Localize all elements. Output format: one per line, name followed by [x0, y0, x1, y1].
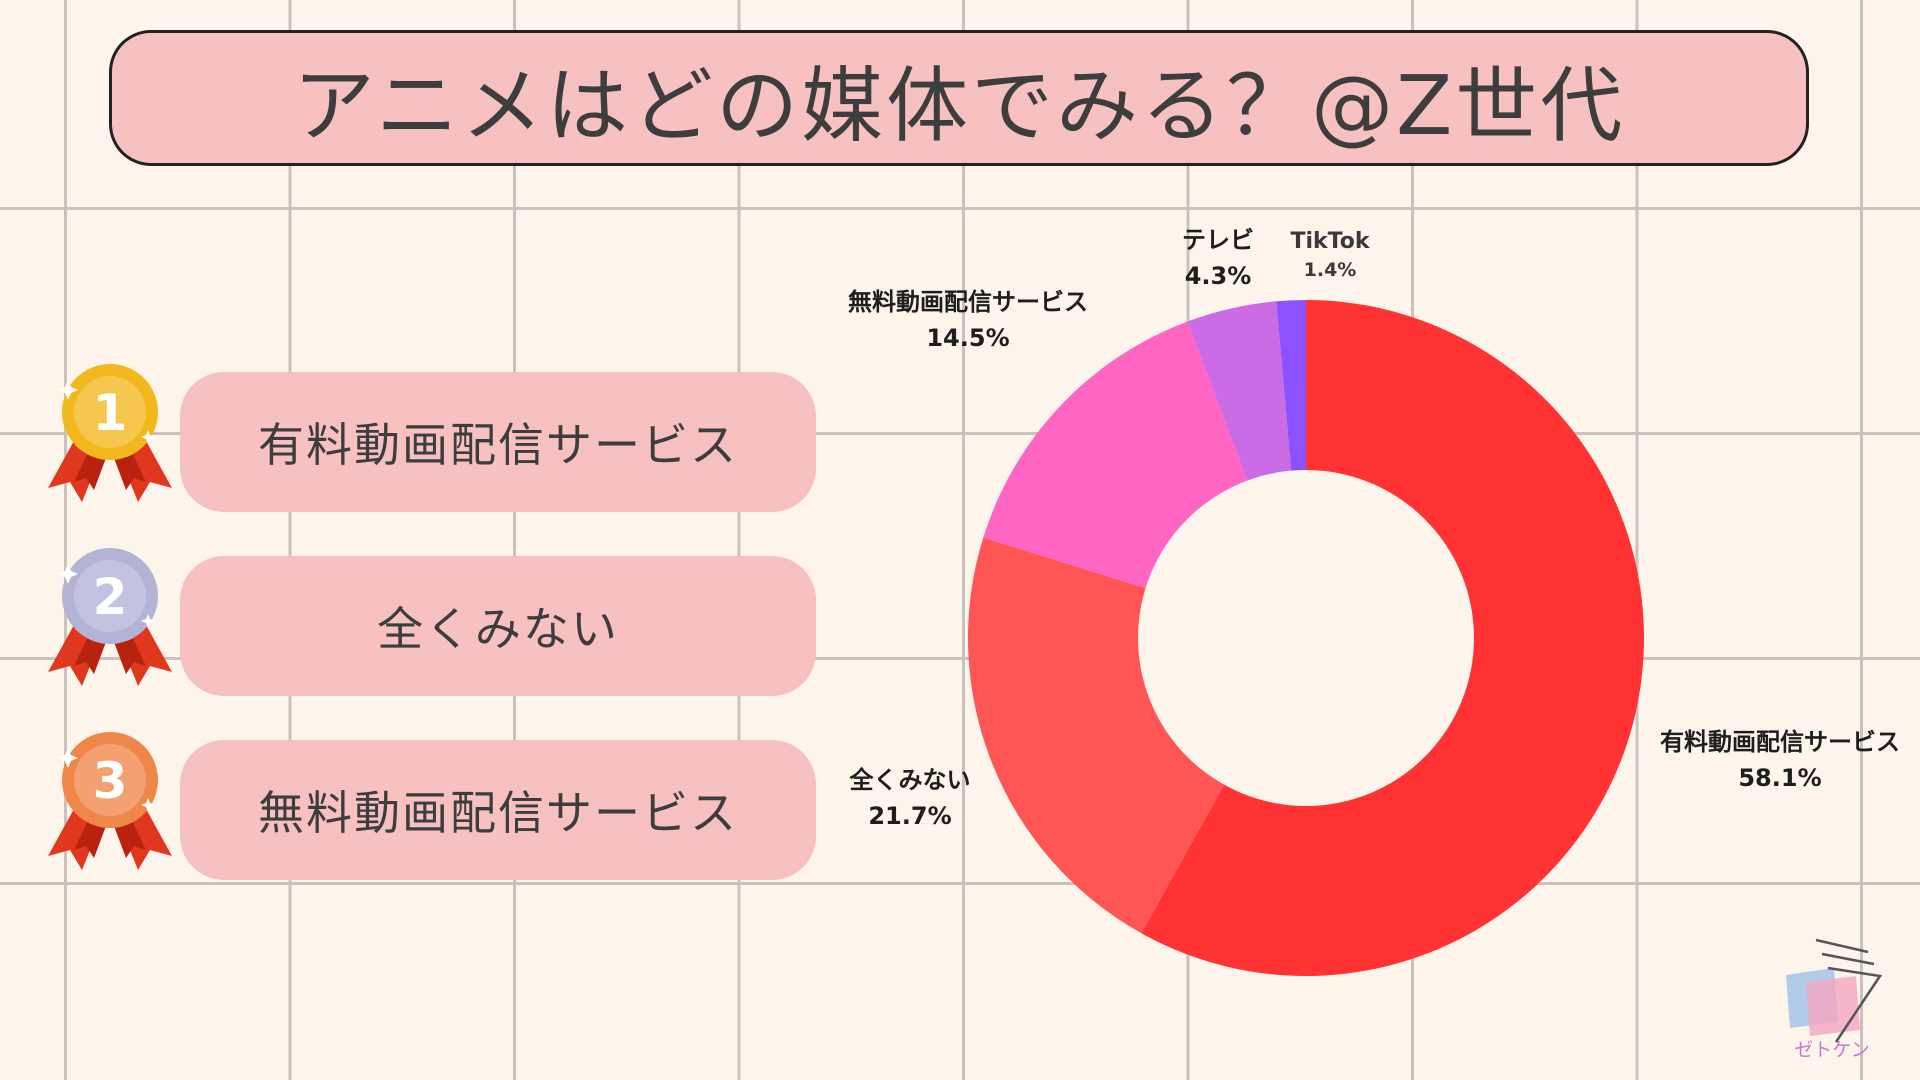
- slice-category-label: 無料動画配信サービス: [848, 288, 1088, 316]
- slice-value-label: 14.5%: [926, 324, 1009, 352]
- slice-labels: 有料動画配信サービス 58.1% 全くみない 21.7% 無料動画配信サービス 14.5%…: [848, 226, 1900, 830]
- slice-category-label: 有料動画配信サービス: [1660, 728, 1900, 756]
- rank-pill: 有料動画配信サービス: [180, 372, 816, 512]
- logo-text: ゼトケン: [1794, 1039, 1869, 1060]
- bronze-medal-icon: 3: [48, 732, 172, 870]
- slice-category-label: 全くみない: [849, 766, 971, 794]
- slice-value-label: 58.1%: [1738, 764, 1821, 792]
- slice-value-label: 21.7%: [868, 802, 951, 830]
- slice-category-label: テレビ: [1182, 226, 1254, 254]
- slice-value-label: 1.4%: [1304, 259, 1357, 281]
- slice-value-label: 4.3%: [1185, 262, 1252, 290]
- silver-medal-icon: 2: [48, 548, 172, 686]
- title-box: アニメはどの媒体でみる？@Z世代: [109, 30, 1809, 166]
- rank-row-3: 3 無料動画配信サービス: [40, 732, 820, 880]
- gold-medal-icon: 1: [48, 364, 172, 502]
- rank-pill: 全くみない: [180, 556, 816, 696]
- rank-label: 有料動画配信サービス: [258, 418, 738, 472]
- rank-pill: 無料動画配信サービス: [180, 740, 816, 880]
- medal-number: 2: [93, 568, 128, 626]
- rank-label: 無料動画配信サービス: [258, 786, 738, 840]
- medal-disc: [62, 548, 158, 644]
- page-title: アニメはどの媒体でみる？@Z世代: [292, 58, 1626, 154]
- rank-row-1: 1 有料動画配信サービス: [40, 364, 820, 512]
- medal-disc: [62, 732, 158, 828]
- medal-number: 3: [93, 752, 128, 810]
- medal-number: 1: [93, 384, 128, 442]
- rank-label: 全くみない: [377, 602, 619, 656]
- slice-category-label: TikTok: [1290, 229, 1370, 254]
- donut-hole: [1138, 470, 1474, 806]
- zetoken-logo: ゼトケン: [1786, 938, 1883, 1060]
- medal-disc: [62, 364, 158, 460]
- rank-row-2: 2 全くみない: [40, 548, 820, 696]
